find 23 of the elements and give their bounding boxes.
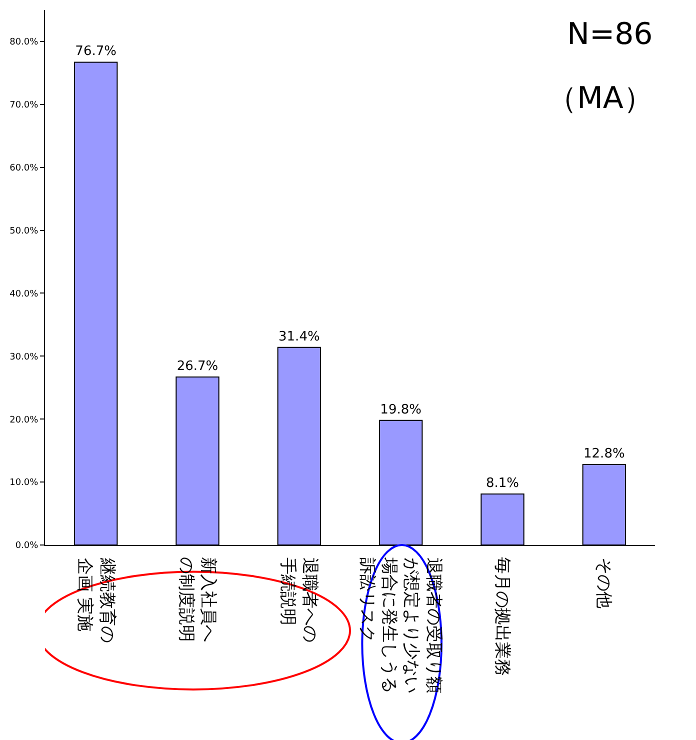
data-label: 8.1% <box>486 476 520 492</box>
y-tick-label: 20.0% <box>10 415 39 426</box>
data-label: 19.8% <box>380 402 422 418</box>
y-tick-label: 60.0% <box>10 164 39 174</box>
y-tick-label: 30.0% <box>10 352 39 362</box>
data-label: 12.8% <box>584 446 625 462</box>
x-tick-label: 新入社員への制度説明 <box>176 557 218 642</box>
y-tick-label: 0.0% <box>15 541 39 552</box>
x-tick-label: その他 <box>594 557 614 608</box>
x-tick-label: 毎月の拠出業務 <box>492 557 512 676</box>
y-tick-label: 80.0% <box>10 38 39 48</box>
y-tick-label: 40.0% <box>10 289 39 300</box>
annotation: （MA） <box>547 81 654 116</box>
data-label: 31.4% <box>278 329 320 344</box>
annotation: N=86 <box>567 17 653 52</box>
y-tick-label: 50.0% <box>10 226 39 236</box>
data-label: 26.7% <box>176 358 218 374</box>
data-label: 76.7% <box>75 44 116 60</box>
y-tick-label: 10.0% <box>10 478 39 488</box>
x-tick-label: 退職者の受取り額が想定より少ない場合に発生しうる訴訟リスク <box>357 556 444 694</box>
x-tick-label: 退職者への手続説明 <box>278 557 320 642</box>
y-tick-label: 70.0% <box>10 100 39 111</box>
x-tick-label: 継続教育の企画 実施 <box>74 557 117 644</box>
